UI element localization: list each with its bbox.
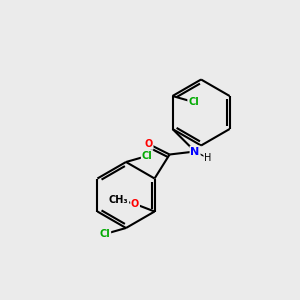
- Text: O: O: [145, 139, 153, 149]
- Text: N: N: [190, 146, 200, 157]
- Text: Cl: Cl: [100, 229, 110, 239]
- Text: Cl: Cl: [188, 97, 199, 107]
- Text: Cl: Cl: [142, 151, 152, 161]
- Text: O: O: [131, 199, 139, 209]
- Text: H: H: [204, 153, 212, 163]
- Text: CH₃: CH₃: [109, 194, 128, 205]
